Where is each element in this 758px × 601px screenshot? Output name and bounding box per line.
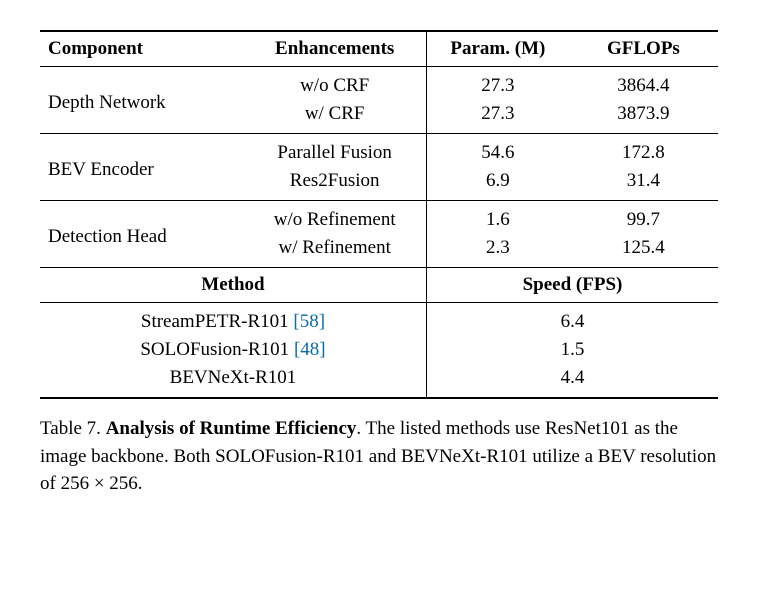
- param-cell: 2.3: [426, 234, 568, 268]
- col-component: Component: [40, 32, 243, 67]
- gflops-cell: 125.4: [569, 234, 718, 268]
- param-cell: 27.3: [426, 100, 568, 134]
- col-speed: Speed (FPS): [426, 268, 718, 303]
- caption-title: Analysis of Runtime Efficiency: [106, 418, 357, 439]
- enh-cell: w/o Refinement: [243, 201, 426, 234]
- table-row: Detection Head w/o Refinement 1.6 99.7: [40, 201, 718, 234]
- speed-row: BEVNeXt-R101 4.4: [40, 364, 718, 398]
- table-row: Depth Network w/o CRF 27.3 3864.4: [40, 67, 718, 100]
- param-cell: 1.6: [426, 201, 568, 234]
- col-enhancements: Enhancements: [243, 32, 426, 67]
- gflops-cell: 99.7: [569, 201, 718, 234]
- col-gflops: GFLOPs: [569, 32, 718, 67]
- method-cell: StreamPETR-R101 [58]: [40, 303, 426, 336]
- method-name: BEVNeXt-R101: [170, 367, 297, 388]
- component-cell: Depth Network: [40, 67, 243, 134]
- speed-row: SOLOFusion-R101 [48] 1.5: [40, 336, 718, 364]
- method-name: SOLOFusion-R101: [140, 339, 294, 360]
- table-caption: Table 7. Analysis of Runtime Efficiency.…: [40, 415, 718, 498]
- col-method: Method: [40, 268, 426, 303]
- efficiency-table: Component Enhancements Param. (M) GFLOPs…: [40, 30, 718, 399]
- param-cell: 27.3: [426, 67, 568, 100]
- enh-cell: Parallel Fusion: [243, 134, 426, 167]
- component-cell: BEV Encoder: [40, 134, 243, 201]
- table-row: BEV Encoder Parallel Fusion 54.6 172.8: [40, 134, 718, 167]
- col-param: Param. (M): [426, 32, 568, 67]
- method-cell: SOLOFusion-R101 [48]: [40, 336, 426, 364]
- citation-ref: [58]: [293, 311, 325, 332]
- speed-header: Method Speed (FPS): [40, 268, 718, 303]
- enh-cell: w/o CRF: [243, 67, 426, 100]
- param-cell: 6.9: [426, 167, 568, 201]
- fps-cell: 4.4: [426, 364, 718, 398]
- param-cell: 54.6: [426, 134, 568, 167]
- gflops-cell: 3864.4: [569, 67, 718, 100]
- gflops-cell: 172.8: [569, 134, 718, 167]
- method-name: StreamPETR-R101: [141, 311, 294, 332]
- table-header: Component Enhancements Param. (M) GFLOPs: [40, 32, 718, 67]
- fps-cell: 1.5: [426, 336, 718, 364]
- method-cell: BEVNeXt-R101: [40, 364, 426, 398]
- gflops-cell: 3873.9: [569, 100, 718, 134]
- component-cell: Detection Head: [40, 201, 243, 268]
- enh-cell: w/ Refinement: [243, 234, 426, 268]
- citation-ref: [48]: [294, 339, 326, 360]
- caption-label: Table 7.: [40, 418, 106, 439]
- fps-cell: 6.4: [426, 303, 718, 336]
- enh-cell: Res2Fusion: [243, 167, 426, 201]
- gflops-cell: 31.4: [569, 167, 718, 201]
- enh-cell: w/ CRF: [243, 100, 426, 134]
- speed-row: StreamPETR-R101 [58] 6.4: [40, 303, 718, 336]
